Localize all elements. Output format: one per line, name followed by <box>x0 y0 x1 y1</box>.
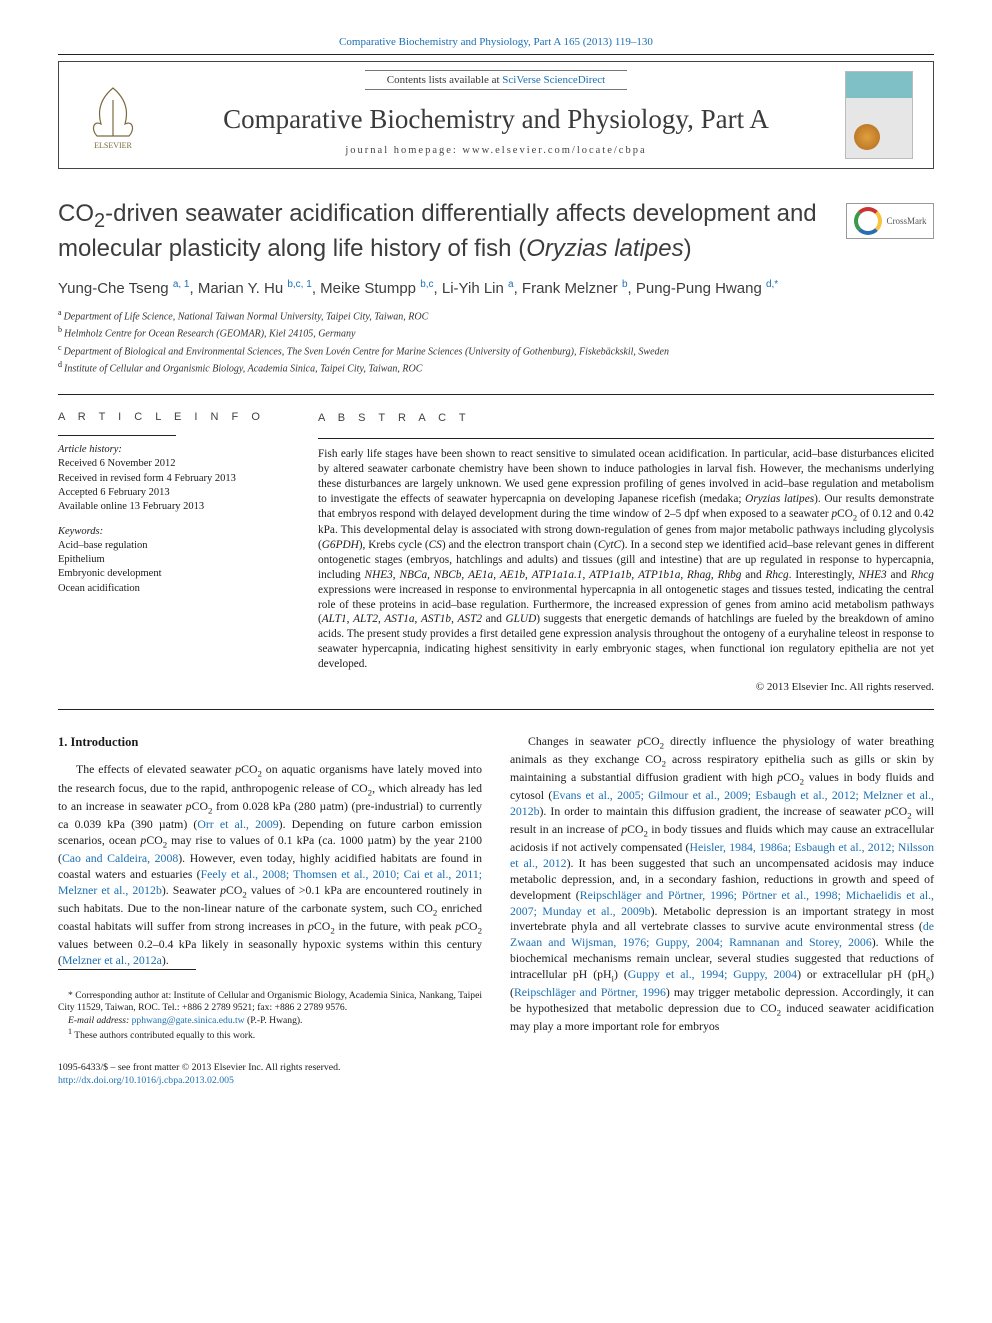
email-footnote: E-mail address: pphwang@gate.sinica.edu.… <box>58 1015 482 1027</box>
journal-homepage: journal homepage: www.elsevier.com/locat… <box>345 145 646 156</box>
keywords-list: Acid–base regulationEpitheliumEmbryonic … <box>58 539 300 596</box>
rule <box>318 438 934 439</box>
section-1-heading: 1. Introduction <box>58 734 482 751</box>
abstract-panel: A B S T R A C T Fish early life stages h… <box>318 411 934 694</box>
rule <box>58 54 934 55</box>
scidirect-link[interactable]: SciVerse ScienceDirect <box>502 74 605 86</box>
citation-link[interactable]: Comparative Biochemistry and Physiology,… <box>339 36 653 48</box>
front-matter-line: 1095-6433/$ – see front matter © 2013 El… <box>58 1061 482 1074</box>
intro-para-2: Changes in seawater pCO2 directly influe… <box>510 734 934 1035</box>
rule <box>58 709 934 710</box>
keywords-heading: Keywords: <box>58 526 300 537</box>
crossmark-label: CrossMark <box>887 216 927 226</box>
corresponding-author-footnote: * Corresponding author at: Institute of … <box>58 990 482 1015</box>
journal-cover-thumb <box>845 71 913 159</box>
intro-para-1: The effects of elevated seawater pCO2 on… <box>58 762 482 968</box>
masthead: ELSEVIER Contents lists available at Sci… <box>58 61 934 169</box>
journal-cover <box>825 62 933 168</box>
svg-text:ELSEVIER: ELSEVIER <box>94 141 132 150</box>
column-right: Changes in seawater pCO2 directly influe… <box>510 734 934 1088</box>
journal-name: Comparative Biochemistry and Physiology,… <box>223 104 769 135</box>
crossmark-icon <box>854 207 882 235</box>
article-title: CO2-driven seawater acidification differ… <box>58 199 826 265</box>
email-label: E-mail address: <box>68 1015 132 1026</box>
article-history: Received 6 November 2012Received in revi… <box>58 457 300 514</box>
abstract-text: Fish early life stages have been shown t… <box>318 447 934 672</box>
rule <box>58 435 176 436</box>
contents-lists-line: Contents lists available at SciVerse Sci… <box>365 70 627 90</box>
elsevier-tree-icon: ELSEVIER <box>83 80 143 150</box>
equal-contribution-footnote: 1 1 These authors contributed equally to… <box>58 1027 482 1043</box>
publisher-logo: ELSEVIER <box>59 62 167 168</box>
footnotes: * Corresponding author at: Institute of … <box>58 990 482 1043</box>
email-link[interactable]: pphwang@gate.sinica.edu.tw <box>132 1015 245 1026</box>
email-attribution: (P.-P. Hwang). <box>245 1015 303 1026</box>
page-footer: 1095-6433/$ – see front matter © 2013 El… <box>58 1061 482 1087</box>
column-left: 1. Introduction The effects of elevated … <box>58 734 482 1088</box>
article-info-heading: A R T I C L E I N F O <box>58 411 300 423</box>
authors-line: Yung-Che Tseng a, 1, Marian Y. Hu b,c, 1… <box>58 279 934 297</box>
doi-link[interactable]: http://dx.doi.org/10.1016/j.cbpa.2013.02… <box>58 1075 234 1086</box>
body-columns: 1. Introduction The effects of elevated … <box>58 734 934 1088</box>
contents-pre: Contents lists available at <box>387 74 502 86</box>
affiliations: aDepartment of Life Science, National Ta… <box>58 307 934 376</box>
article-history-heading: Article history: <box>58 444 300 455</box>
citation-header: Comparative Biochemistry and Physiology,… <box>58 36 934 48</box>
article-info-panel: A R T I C L E I N F O Article history: R… <box>58 411 318 694</box>
footnote-rule <box>58 969 196 970</box>
abstract-heading: A B S T R A C T <box>318 411 934 426</box>
crossmark-badge[interactable]: CrossMark <box>846 203 934 239</box>
abstract-copyright: © 2013 Elsevier Inc. All rights reserved… <box>318 680 934 695</box>
rule <box>58 394 934 395</box>
